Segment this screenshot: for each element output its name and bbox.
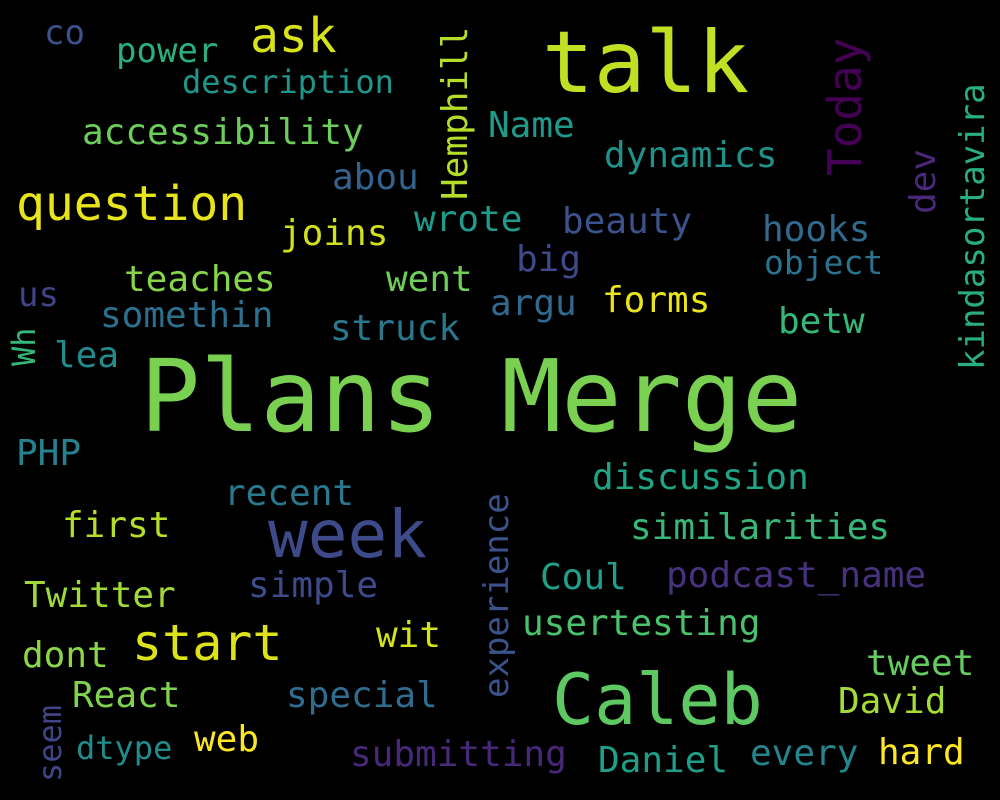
word-recent: recent	[224, 473, 355, 514]
word-beauty: beauty	[562, 201, 693, 242]
word-betw: betw	[778, 301, 865, 342]
word-hemphill: Hemphill	[435, 26, 476, 200]
word-caleb: Caleb	[552, 659, 763, 741]
word-forms: forms	[602, 280, 711, 321]
word-co: co	[44, 13, 85, 53]
word-power: power	[116, 31, 219, 71]
word-went: went	[386, 259, 473, 300]
word-simple: simple	[248, 565, 379, 606]
word-accessibility: accessibility	[82, 112, 364, 153]
word-abou: abou	[332, 157, 419, 198]
word-today: Today	[818, 37, 872, 176]
word-object: object	[764, 243, 884, 282]
word-big: big	[516, 239, 582, 280]
word-ask: ask	[250, 8, 337, 64]
word-us: us	[18, 275, 59, 315]
word-experience: experience	[477, 493, 517, 698]
word-wrote: wrote	[414, 199, 523, 240]
word-start: start	[132, 614, 283, 672]
word-hooks: hooks	[762, 209, 871, 250]
word-wit: wit	[376, 615, 442, 656]
word-plans-merge: Plans Merge	[140, 338, 803, 455]
word-first: first	[62, 505, 171, 546]
word-coul: Coul	[540, 557, 627, 598]
word-week: week	[268, 496, 427, 573]
word-special: special	[286, 675, 438, 716]
word-php: PHP	[16, 433, 82, 474]
word-twitter: Twitter	[24, 575, 176, 616]
word-react: React	[72, 675, 181, 716]
word-submitting: submitting	[350, 734, 567, 775]
word-wh: Wh	[5, 327, 43, 366]
word-struck: struck	[330, 308, 461, 349]
word-dev: dev	[903, 148, 944, 214]
word-david: David	[838, 681, 947, 722]
word-argu: argu	[490, 283, 577, 324]
word-web: web	[194, 719, 260, 760]
word-teaches: teaches	[124, 259, 276, 300]
word-podcast-name: podcast_name	[666, 555, 927, 596]
word-somethin: somethin	[100, 295, 274, 336]
word-tweet: tweet	[866, 643, 975, 684]
word-kindasortavira: kindasortavira	[953, 83, 993, 370]
word-description: description	[182, 63, 394, 101]
word-seem: seem	[31, 704, 69, 782]
word-dtype: dtype	[76, 729, 173, 767]
word-daniel: Daniel	[598, 740, 729, 781]
word-usertesting: usertesting	[522, 603, 761, 644]
word-dont: dont	[22, 635, 109, 676]
word-question: question	[16, 176, 248, 232]
word-similarities: similarities	[630, 507, 891, 548]
word-joins: joins	[280, 213, 389, 254]
word-dynamics: dynamics	[604, 135, 778, 176]
word-name: Name	[488, 105, 575, 146]
word-lea: lea	[54, 335, 120, 376]
word-talk: talk	[542, 13, 750, 113]
word-every: every	[750, 733, 859, 774]
word-hard: hard	[878, 732, 965, 773]
word-discussion: discussion	[592, 457, 809, 498]
